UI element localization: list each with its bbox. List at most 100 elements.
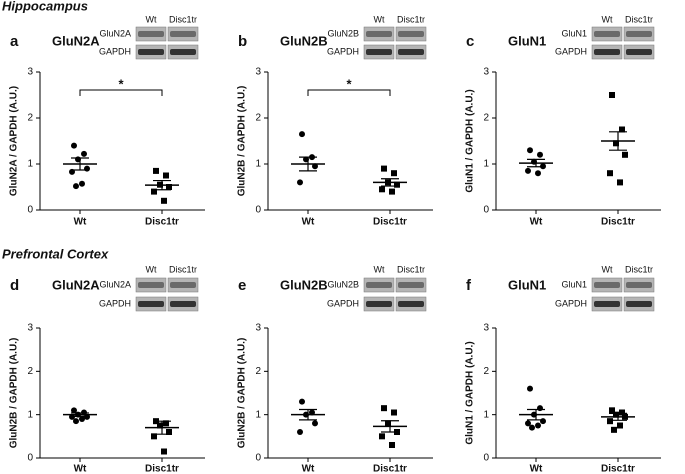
y-axis-label: GluN1 / GAPDH (A.U.): [465, 89, 476, 192]
y-tick-label: 2: [255, 113, 261, 124]
data-point: [391, 409, 397, 416]
significance-label: *: [118, 76, 124, 91]
blot-band: [366, 31, 392, 37]
data-point: [527, 385, 533, 392]
x-tick-label: Wt: [302, 464, 315, 474]
blot-lane-label: Wt: [602, 264, 613, 274]
y-tick-label: 0: [483, 453, 489, 464]
x-tick-label: Wt: [74, 217, 87, 228]
data-point: [609, 92, 615, 98]
x-tick-label: Disc1tr: [373, 464, 407, 474]
y-tick-label: 2: [483, 366, 489, 377]
blot-band: [626, 49, 652, 55]
blot-band: [170, 31, 196, 37]
data-point: [607, 418, 613, 425]
y-tick-label: 0: [27, 205, 33, 216]
blot-band: [398, 282, 424, 288]
data-point: [537, 405, 543, 412]
panel-title: GluN1: [508, 33, 546, 48]
data-point: [71, 407, 77, 414]
data-point: [73, 418, 79, 425]
data-point: [166, 184, 172, 190]
blot-band: [594, 49, 620, 55]
blot-row-label: GluN2B: [327, 279, 359, 289]
blot-band: [138, 49, 164, 55]
y-tick-label: 3: [255, 323, 261, 334]
blot-band: [366, 282, 392, 288]
blot-band: [626, 282, 652, 288]
blot-band: [626, 31, 652, 37]
x-tick-label: Disc1tr: [601, 464, 635, 474]
data-point: [535, 422, 541, 429]
blot-lane-label: Disc1tr: [169, 264, 197, 274]
blot-row-label: GAPDH: [327, 46, 359, 56]
data-point: [540, 418, 546, 425]
blot-row-label: GluN1: [561, 28, 587, 38]
blot-row-label: GAPDH: [99, 298, 131, 308]
y-tick-label: 2: [27, 113, 33, 124]
data-point: [611, 426, 617, 433]
panel-letter: f: [466, 277, 472, 294]
blot-band: [594, 31, 620, 37]
x-tick-label: Wt: [530, 464, 543, 474]
significance-bracket: [307, 89, 391, 96]
blot-row-label: GluN1: [561, 279, 587, 289]
blot-band: [366, 301, 392, 307]
data-point: [527, 147, 533, 154]
panel-title: GluN2B: [280, 277, 328, 292]
data-point: [379, 433, 385, 440]
blot-lane-label: Wt: [146, 264, 157, 274]
data-point: [617, 422, 623, 429]
data-point: [163, 420, 169, 427]
data-point: [299, 131, 305, 138]
data-point: [299, 398, 305, 405]
data-point: [151, 188, 157, 195]
data-point: [73, 183, 79, 190]
data-point: [394, 181, 400, 188]
y-tick-label: 1: [483, 409, 489, 420]
panel-letter: c: [466, 33, 474, 50]
panel-letter: a: [10, 33, 19, 50]
blot-lane-label: Disc1tr: [625, 264, 653, 274]
data-point: [617, 179, 623, 186]
blot-lane-label: Disc1tr: [397, 14, 425, 24]
blot-lane-label: Wt: [374, 264, 385, 274]
data-point: [525, 420, 531, 427]
y-axis-label: GluN2A / GAPDH (A.U.): [9, 86, 20, 196]
data-point: [151, 433, 157, 440]
data-point: [161, 197, 167, 204]
blot-row-label: GAPDH: [99, 46, 131, 56]
blot-band: [626, 301, 652, 307]
y-tick-label: 0: [255, 205, 261, 216]
blot-lane-label: Wt: [374, 14, 385, 24]
blot-band: [594, 282, 620, 288]
y-tick-label: 2: [27, 366, 33, 377]
y-tick-label: 1: [255, 409, 261, 420]
blot-row-label: GAPDH: [555, 46, 587, 56]
blot-row-label: GluN2A: [99, 279, 131, 289]
y-tick-label: 1: [483, 159, 489, 170]
x-tick-label: Disc1tr: [601, 217, 635, 228]
blot-lane-label: Disc1tr: [169, 14, 197, 24]
panel-title: GluN1: [508, 277, 546, 292]
data-point: [529, 424, 535, 431]
x-tick-label: Wt: [530, 217, 543, 228]
blot-band: [398, 49, 424, 55]
y-tick-label: 1: [27, 159, 33, 170]
x-tick-label: Disc1tr: [373, 217, 407, 228]
blot-band: [398, 31, 424, 37]
data-point: [613, 140, 619, 147]
data-point: [619, 126, 625, 133]
data-point: [161, 448, 167, 455]
y-tick-label: 3: [483, 67, 489, 78]
data-point: [619, 409, 625, 416]
data-point: [622, 151, 628, 158]
y-tick-label: 3: [27, 67, 33, 78]
y-axis-label: GluN2B / GAPDH (A.U.): [237, 338, 248, 449]
blot-band: [594, 301, 620, 307]
panel-title: GluN2A: [52, 277, 100, 292]
blot-lane-label: Disc1tr: [625, 14, 653, 24]
blot-lane-label: Disc1tr: [397, 264, 425, 274]
y-tick-label: 0: [27, 453, 33, 464]
